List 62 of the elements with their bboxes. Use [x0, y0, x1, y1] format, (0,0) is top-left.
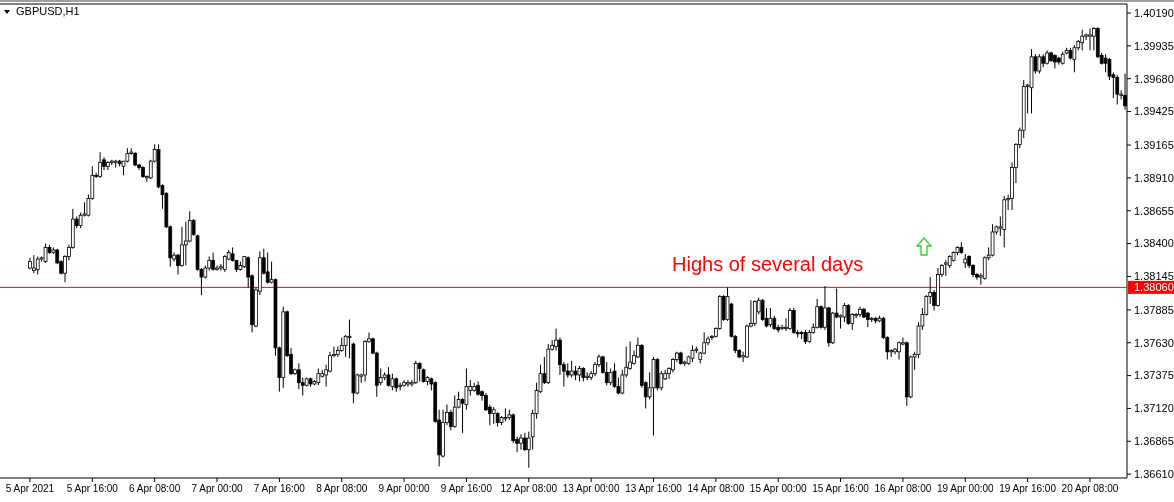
x-tick-label: 20 Apr 08:00: [1061, 483, 1119, 494]
x-tick-label: 13 Apr 00:00: [562, 483, 620, 494]
candlestick: [211, 252, 215, 272]
candlestick: [452, 395, 457, 429]
candlestick: [1088, 27, 1092, 51]
candlestick: [402, 379, 406, 388]
y-tick-label: 1.38910: [1134, 171, 1174, 184]
candlestick: [183, 221, 188, 266]
candlestick: [815, 298, 820, 330]
annotation: Highs of several days: [672, 253, 864, 276]
x-tick-label: 13 Apr 16:00: [625, 483, 683, 494]
candlestick: [265, 252, 270, 285]
candlestick: [788, 307, 792, 331]
y-tick-label: 1.38655: [1134, 204, 1174, 217]
candlestick: [406, 379, 410, 388]
x-tick-label: 16 Apr 08:00: [874, 483, 932, 494]
x-tick-label: 15 Apr 16:00: [812, 483, 870, 494]
x-tick-label: 7 Apr 16:00: [253, 483, 306, 494]
candlestick: [215, 264, 219, 272]
x-tick-label: 5 Apr 16:00: [66, 483, 119, 494]
y-tick-label: 1.38145: [1134, 270, 1174, 283]
y-tick-label: 1.37375: [1134, 369, 1174, 382]
candlestick: [35, 255, 40, 275]
candlestick: [98, 151, 102, 179]
x-tick-label: 5 Apr 2021: [5, 483, 55, 494]
x-tick-label: 9 Apr 16:00: [440, 483, 493, 494]
x-tick-label: 7 Apr 00:00: [191, 483, 244, 494]
candlestick: [519, 433, 523, 451]
candlestick: [187, 210, 192, 243]
candlestick: [780, 324, 784, 331]
candlestick: [1080, 29, 1085, 51]
chart-title: GBPUSD,H1: [16, 5, 80, 17]
x-tick-label: 6 Apr 08:00: [129, 483, 181, 494]
y-tick-label: 1.37630: [1134, 336, 1174, 349]
y-tick-label: 1.37885: [1134, 303, 1174, 316]
y-tick-label: 1.39165: [1134, 138, 1174, 151]
y-tick-label: 1.36865: [1134, 435, 1174, 448]
x-tick-label: 9 Apr 00:00: [378, 483, 431, 494]
x-tick-label: 12 Apr 08:00: [500, 483, 558, 494]
x-tick-label: 8 Apr 08:00: [316, 483, 368, 494]
candlestick: [417, 361, 422, 382]
y-tick-label: 1.37120: [1134, 402, 1174, 415]
candlestick: [32, 254, 36, 274]
y-tick-label: 1.39935: [1134, 39, 1174, 52]
y-tick-label: 1.40190: [1134, 6, 1174, 19]
x-tick-label: 19 Apr 00:00: [936, 483, 995, 494]
candlestick: [448, 409, 453, 431]
candlestick: [846, 303, 851, 326]
ref-line-label: 1.38060: [1134, 281, 1174, 294]
candlestick: [791, 307, 796, 335]
candlestick: [413, 360, 418, 385]
candlestick: [620, 369, 625, 395]
y-tick-label: 1.39680: [1134, 72, 1174, 85]
candlestick: [752, 299, 757, 327]
candlestick: [523, 432, 527, 452]
candlestick: [897, 340, 901, 360]
y-tick-label: 1.36610: [1134, 467, 1174, 480]
x-tick-label: 15 Apr 00:00: [749, 483, 807, 494]
y-tick-label: 1.38400: [1134, 237, 1174, 250]
x-tick-label: 19 Apr 16:00: [999, 483, 1057, 494]
y-tick-label: 1.39425: [1134, 105, 1174, 118]
x-tick-label: 14 Apr 08:00: [687, 483, 745, 494]
